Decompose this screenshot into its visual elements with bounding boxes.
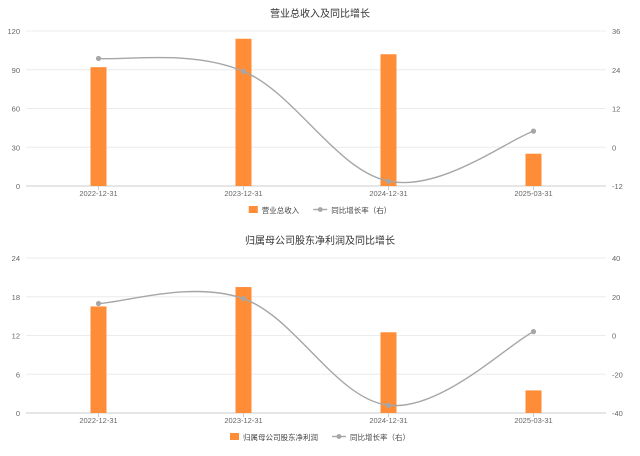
chart-title: 归属母公司股东净利润及同比增长 bbox=[245, 234, 395, 247]
chart-title: 营业总收入及同比增长 bbox=[270, 7, 370, 20]
legend-bar-label: 营业总收入 bbox=[262, 205, 300, 215]
y-right-tick-label: 0 bbox=[612, 332, 616, 341]
bar bbox=[235, 287, 252, 413]
y-left-tick-label: 120 bbox=[7, 27, 20, 36]
legend-line-marker bbox=[317, 207, 323, 212]
y-left-tick-label: 60 bbox=[12, 105, 20, 114]
x-tick-label: 2023-12-31 bbox=[224, 189, 262, 198]
growth-line bbox=[98, 290, 534, 407]
legend-line-label: 同比增长率（右） bbox=[350, 432, 410, 442]
x-tick-label: 2024-12-31 bbox=[369, 189, 407, 198]
y-right-tick-label: -12 bbox=[612, 182, 623, 191]
y-right-tick-label: 40 bbox=[612, 254, 620, 263]
y-right-tick-label: 0 bbox=[612, 143, 616, 152]
x-tick-label: 2025-03-31 bbox=[514, 416, 552, 425]
legend-bar-swatch bbox=[248, 206, 258, 213]
x-tick-label: 2022-12-31 bbox=[79, 189, 117, 198]
chart-1: 营业总收入及同比增长 0 30 60 90 120 -12 0 12 24 36 2022-12-31… bbox=[7, 7, 622, 215]
growth-point bbox=[240, 68, 247, 74]
growth-point bbox=[240, 296, 247, 302]
y-right-tick-label: 24 bbox=[612, 66, 620, 75]
bar bbox=[525, 390, 542, 413]
bar bbox=[380, 332, 397, 413]
y-right-tick-label: 36 bbox=[612, 27, 620, 36]
x-tick-label: 2022-12-31 bbox=[79, 416, 117, 425]
bar bbox=[90, 67, 107, 186]
y-left-tick-label: 6 bbox=[16, 370, 20, 379]
growth-point bbox=[95, 55, 102, 62]
y-right-tick-label: 12 bbox=[612, 105, 620, 114]
x-tick-label: 2024-12-31 bbox=[369, 416, 407, 425]
growth-point bbox=[385, 402, 392, 408]
y-right-tick-label: -40 bbox=[612, 409, 623, 418]
growth-line bbox=[98, 56, 534, 184]
legend: 归属母公司股东净利润 同比增长率（右） bbox=[230, 432, 410, 442]
y-right-tick-label: 20 bbox=[612, 293, 620, 302]
legend-bar-swatch bbox=[230, 433, 239, 440]
y-left-tick-label: 0 bbox=[16, 409, 20, 418]
growth-point bbox=[530, 329, 537, 335]
y-left-tick-label: 24 bbox=[12, 254, 20, 263]
chart-2: 归属母公司股东净利润及同比增长 0 6 12 18 24 -40 -20 0 20 40 2022-1… bbox=[12, 234, 623, 442]
y-left-tick-label: 0 bbox=[16, 182, 20, 191]
bar bbox=[90, 306, 107, 413]
y-left-tick-label: 90 bbox=[12, 66, 20, 75]
bar bbox=[235, 38, 252, 186]
growth-point bbox=[530, 128, 537, 134]
x-tick-label: 2023-12-31 bbox=[224, 416, 262, 425]
y-left-tick-label: 12 bbox=[12, 332, 20, 341]
growth-point bbox=[95, 300, 102, 307]
growth-point bbox=[385, 178, 392, 184]
bar bbox=[380, 54, 397, 186]
bar bbox=[525, 153, 542, 186]
legend-bar-label: 归属母公司股东净利润 bbox=[243, 432, 318, 442]
y-left-tick-label: 18 bbox=[12, 293, 20, 302]
legend: 营业总收入 同比增长率（右） bbox=[248, 205, 391, 215]
y-right-tick-label: -20 bbox=[612, 370, 623, 379]
x-tick-label: 2025-03-31 bbox=[514, 189, 552, 198]
legend-line-label: 同比增长率（右） bbox=[331, 205, 391, 215]
y-left-tick-label: 30 bbox=[12, 143, 20, 152]
legend-line-marker bbox=[336, 434, 342, 439]
